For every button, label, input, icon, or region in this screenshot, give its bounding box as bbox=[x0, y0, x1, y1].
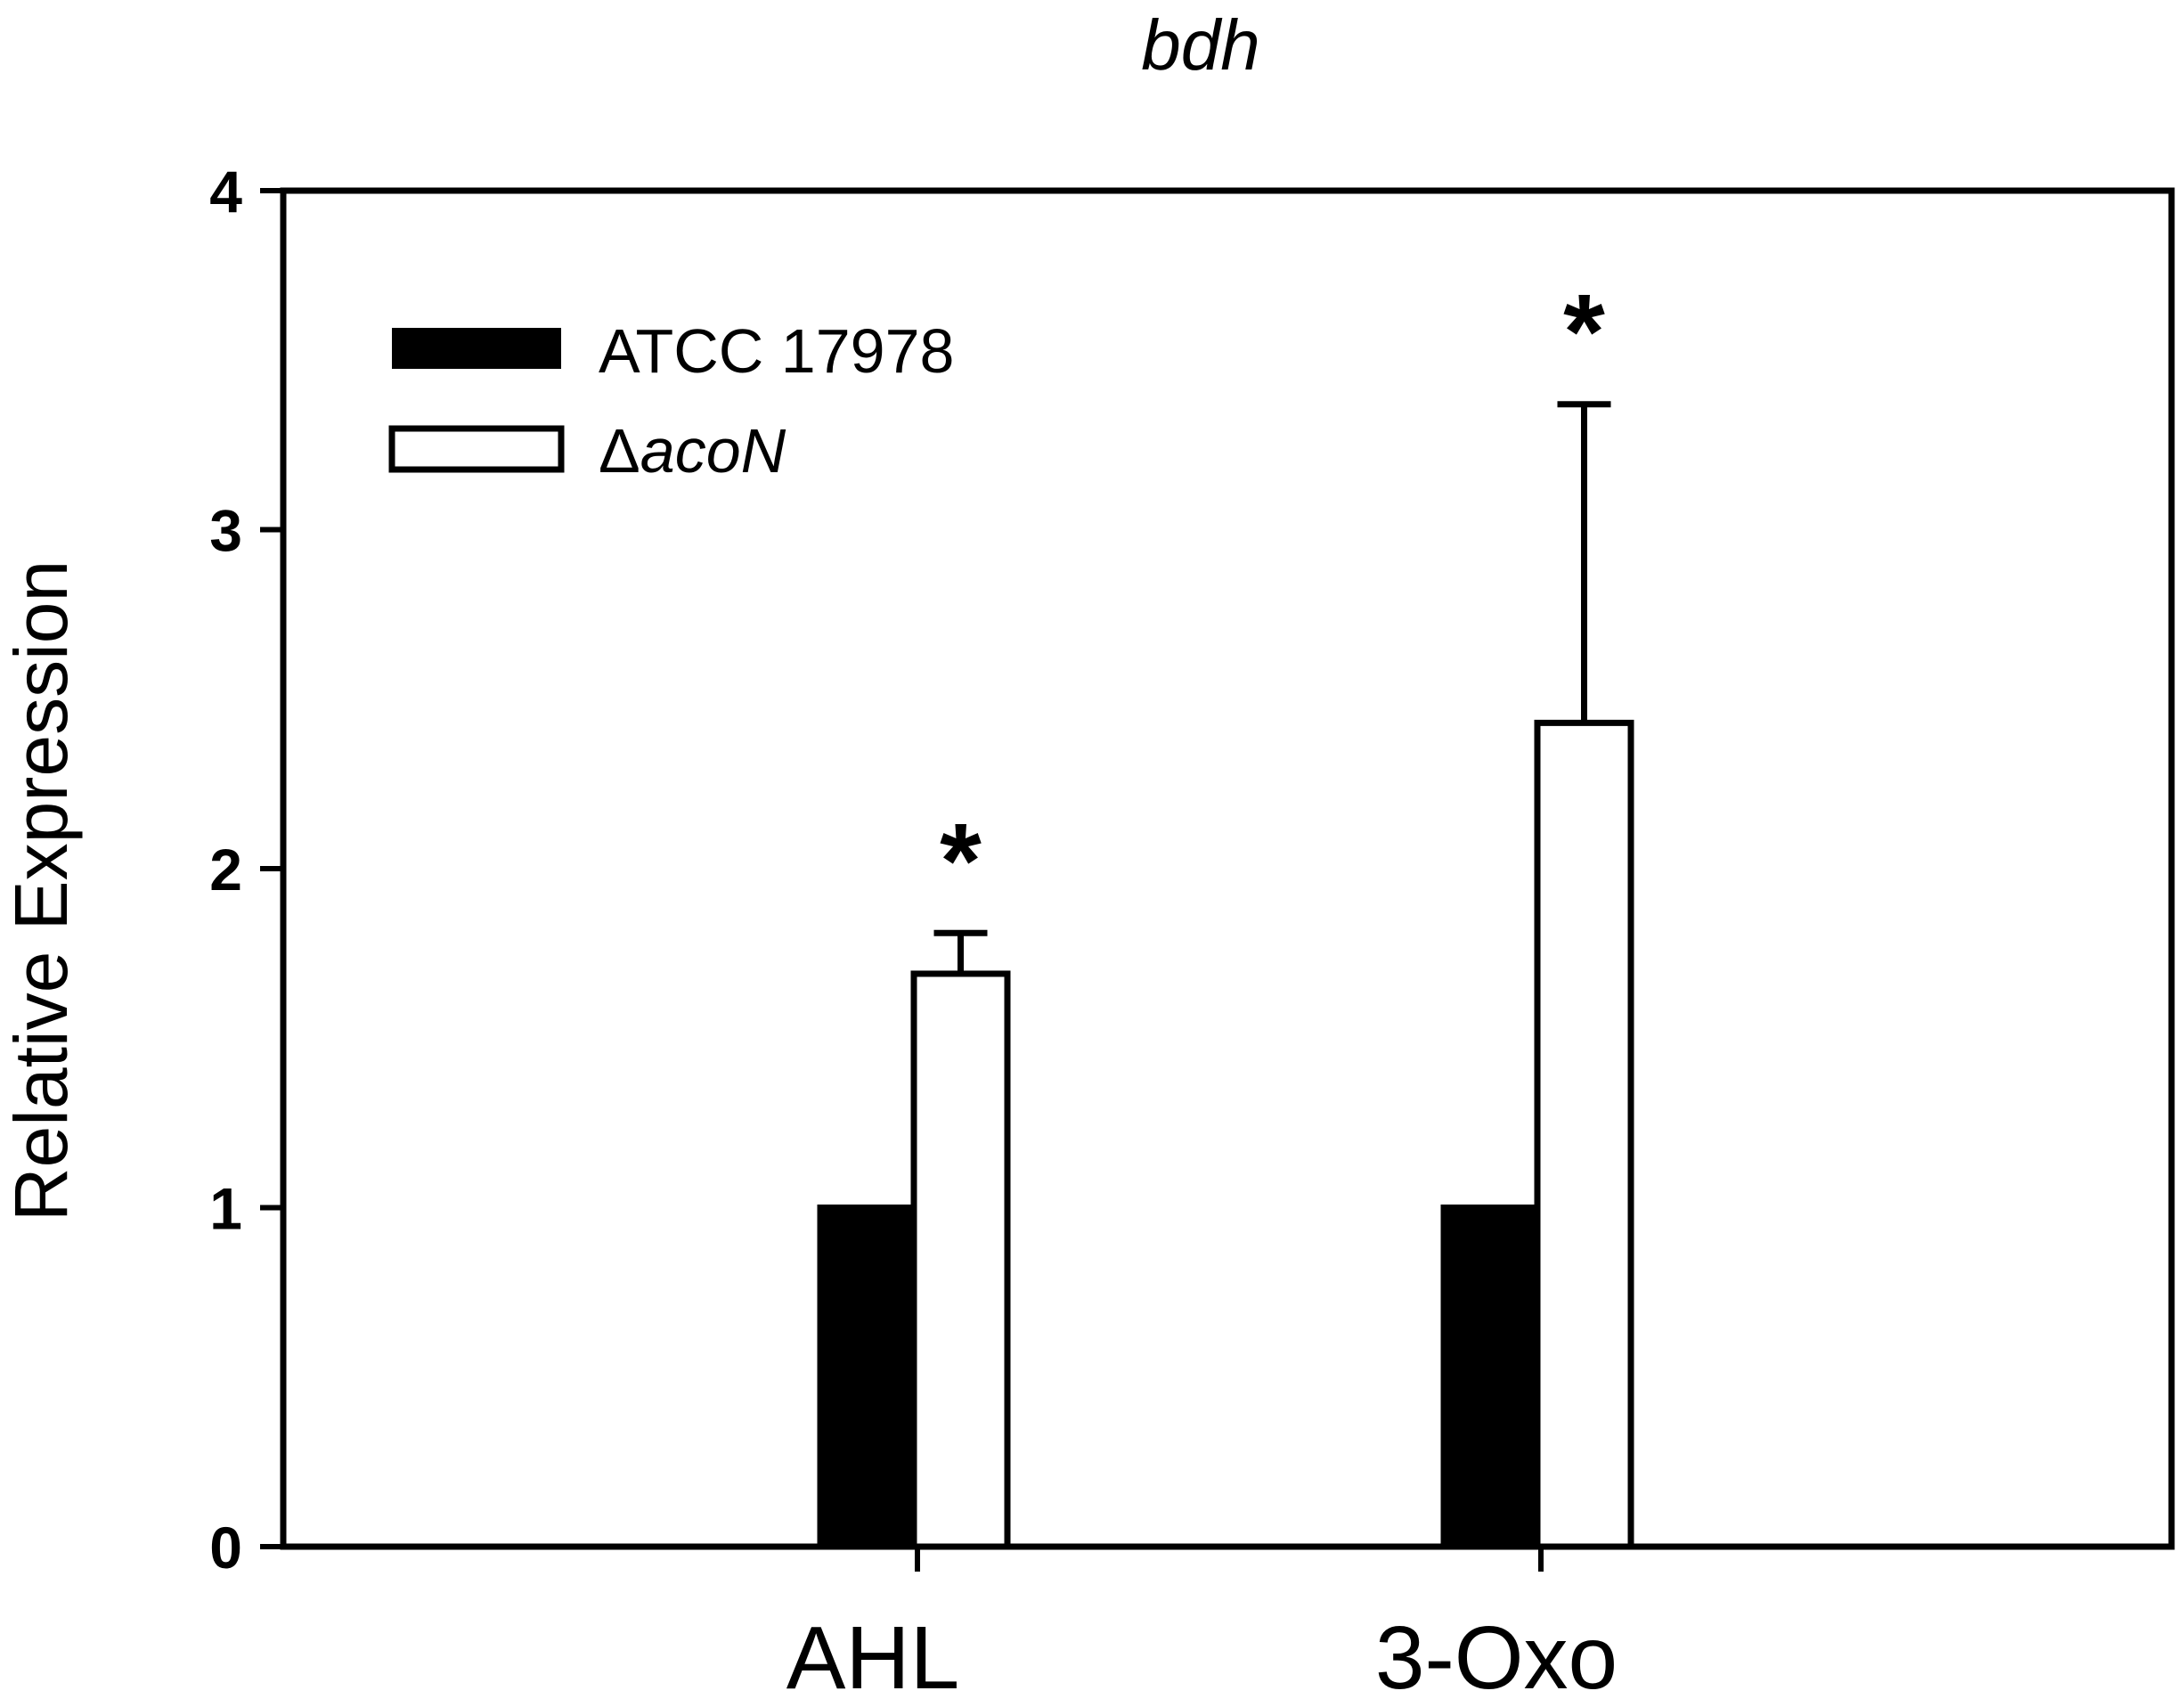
bars-layer: ** bbox=[817, 273, 1634, 1550]
ticks-layer: AHL 3-Oxo 0 1 2 3 4 bbox=[209, 159, 1618, 1699]
bar-ahl-s1 bbox=[910, 970, 1011, 1550]
y-tick-label: 1 bbox=[209, 1176, 242, 1242]
legend-label-atcc: ATCC 17978 bbox=[599, 316, 954, 386]
bar-3-oxo-s0 bbox=[1440, 1205, 1541, 1550]
y-axis-label: Relative Expression bbox=[0, 560, 83, 1221]
significance-marker-3-oxo: * bbox=[1563, 273, 1605, 392]
x-tick-label: 3-Oxo bbox=[1375, 1608, 1618, 1699]
legend-label-acon-prefix: Δ bbox=[599, 416, 640, 486]
legend-label-acon-italic: acoN bbox=[640, 416, 786, 486]
legend-swatch-atcc bbox=[392, 328, 561, 369]
y-tick-label: 3 bbox=[209, 498, 242, 564]
legend: ATCC 17978 ΔacoN bbox=[388, 316, 954, 486]
chart-title: bdh bbox=[1141, 5, 1259, 85]
y-tick-label: 0 bbox=[209, 1515, 242, 1581]
bar-3-oxo-s1 bbox=[1534, 719, 1634, 1550]
y-tick-label: 2 bbox=[209, 837, 242, 903]
significance-marker-ahl: * bbox=[940, 801, 982, 920]
bar-ahl-s0 bbox=[817, 1205, 917, 1550]
legend-swatch-acon bbox=[388, 425, 565, 473]
legend-label-acon: ΔacoN bbox=[599, 416, 786, 486]
plot-frame bbox=[280, 187, 2175, 1550]
x-tick-label: AHL bbox=[786, 1608, 960, 1699]
y-tick-label: 4 bbox=[209, 159, 242, 225]
